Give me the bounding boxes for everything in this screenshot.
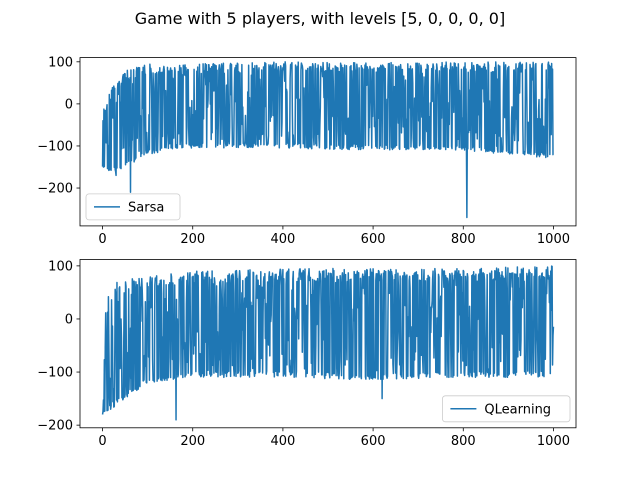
x-tick-label: 800 (451, 434, 476, 449)
legend-box (441, 395, 571, 423)
y-tick-label: 100 (48, 55, 73, 70)
x-tick-label: 800 (451, 232, 476, 247)
axes-frame (79, 259, 577, 429)
x-tick-label: 0 (98, 232, 106, 247)
figure-title: Game with 5 players, with levels [5, 0, … (135, 9, 505, 28)
legend: Sarsa (85, 193, 181, 221)
series-line-sarsa (101, 61, 554, 219)
legend-label: QLearning (484, 402, 551, 417)
x-tick-label: 1000 (537, 434, 570, 449)
y-tick-label: 0 (65, 312, 73, 327)
y-tick-label: 100 (48, 259, 73, 274)
x-tick-label: 200 (180, 434, 205, 449)
axes-frame (79, 57, 577, 227)
x-tick-label: 0 (98, 434, 106, 449)
y-tick-label: −100 (37, 366, 73, 381)
y-tick-label: −200 (37, 419, 73, 434)
series-line-qlearning (101, 265, 555, 421)
legend-box (85, 193, 181, 221)
x-tick-label: 200 (180, 232, 205, 247)
x-tick-label: 600 (361, 434, 386, 449)
y-tick-label: −200 (37, 182, 73, 197)
x-tick-label: 400 (270, 232, 295, 247)
x-tick-label: 400 (270, 434, 295, 449)
x-tick-label: 1000 (537, 232, 570, 247)
x-tick-label: 600 (361, 232, 386, 247)
legend-label: Sarsa (128, 200, 164, 215)
y-tick-label: −100 (37, 139, 73, 154)
legend: QLearning (441, 395, 571, 423)
y-tick-label: 0 (65, 97, 73, 112)
